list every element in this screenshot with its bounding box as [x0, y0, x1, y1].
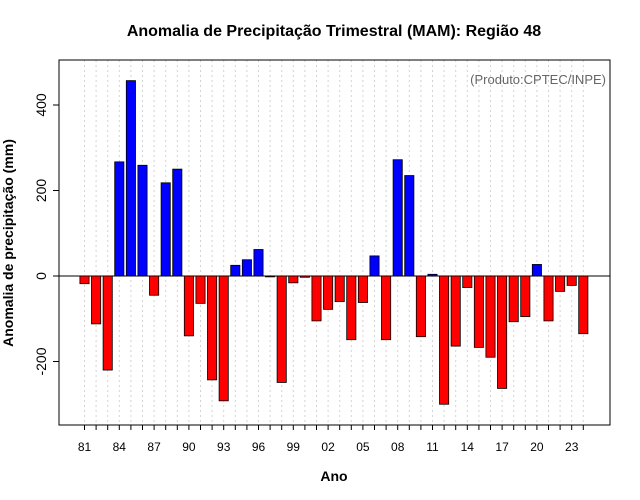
product-credit: (Produto:CPTEC/INPE) — [470, 72, 606, 87]
x-tick-label: 99 — [287, 440, 301, 454]
bar-86 — [137, 164, 148, 277]
bar-22 — [555, 275, 566, 292]
x-tick-label: 08 — [391, 440, 405, 454]
bar-07 — [381, 275, 392, 341]
bar-83 — [102, 275, 113, 371]
bar-13 — [450, 275, 461, 347]
x-tick-label: 05 — [356, 440, 370, 454]
bar-81 — [79, 275, 90, 285]
plot-frame — [58, 59, 611, 426]
bar-85 — [125, 80, 136, 277]
bar-97 — [265, 275, 276, 278]
x-tick-label: 20 — [530, 440, 544, 454]
bar-09 — [404, 175, 415, 277]
bar-24 — [578, 275, 589, 335]
bar-06 — [369, 255, 380, 277]
x-tick-label: 14 — [461, 440, 475, 454]
bar-04 — [346, 275, 357, 341]
bar-94 — [230, 264, 241, 277]
bar-82 — [91, 275, 102, 325]
x-tick-label: 02 — [321, 440, 335, 454]
x-tick-label: 81 — [78, 440, 92, 454]
bar-23 — [566, 275, 577, 286]
bar-90 — [183, 275, 194, 337]
bar-01 — [311, 275, 322, 322]
bar-88 — [160, 182, 171, 277]
y-tick-label: 400 — [33, 93, 49, 117]
bar-95 — [241, 259, 252, 277]
bar-15 — [473, 275, 484, 348]
y-axis: -200 0 200 400 — [33, 93, 59, 376]
bar-99 — [288, 275, 299, 284]
bar-20 — [531, 264, 542, 277]
bar-03 — [334, 275, 345, 303]
bar-00 — [299, 275, 310, 278]
bar-89 — [172, 168, 183, 277]
bar-91 — [195, 275, 206, 304]
x-axis: 81 84 87 90 93 96 99 02 05 08 11 14 17 20 23 — [78, 425, 584, 454]
bar-19 — [520, 275, 531, 318]
y-axis-label: Anomalia de precipitação (mm) — [0, 139, 16, 347]
x-tick-label: 90 — [182, 440, 196, 454]
chart-title: Anomalia de Precipitação Trimestral (MAM… — [127, 23, 541, 40]
x-tick-label: 23 — [565, 440, 579, 454]
bar-96 — [253, 249, 264, 277]
bar-17 — [497, 275, 508, 389]
bar-11 — [427, 273, 438, 277]
bar-05 — [357, 275, 368, 303]
bar-21 — [543, 275, 554, 322]
bar-12 — [439, 275, 450, 405]
bar-16 — [485, 275, 496, 358]
y-tick-label: 0 — [33, 272, 49, 280]
gridlines — [84, 60, 584, 425]
x-tick-label: 96 — [252, 440, 266, 454]
bar-10 — [415, 275, 426, 338]
bar-84 — [114, 161, 125, 277]
x-tick-label: 93 — [217, 440, 231, 454]
bar-08 — [392, 159, 403, 277]
bar-14 — [462, 275, 473, 288]
bar-18 — [508, 275, 519, 323]
bar-02 — [323, 275, 334, 310]
x-tick-label: 17 — [495, 440, 509, 454]
bar-92 — [207, 275, 218, 381]
y-tick-label: 200 — [33, 179, 49, 203]
bar-98 — [276, 275, 287, 383]
x-tick-label: 84 — [113, 440, 127, 454]
bars-group — [79, 80, 589, 405]
bar-93 — [218, 275, 229, 402]
x-tick-label: 11 — [426, 440, 439, 454]
x-tick-label: 87 — [147, 440, 161, 454]
x-axis-label: Ano — [320, 468, 347, 484]
bar-87 — [149, 275, 160, 296]
y-tick-label: -200 — [33, 347, 49, 375]
